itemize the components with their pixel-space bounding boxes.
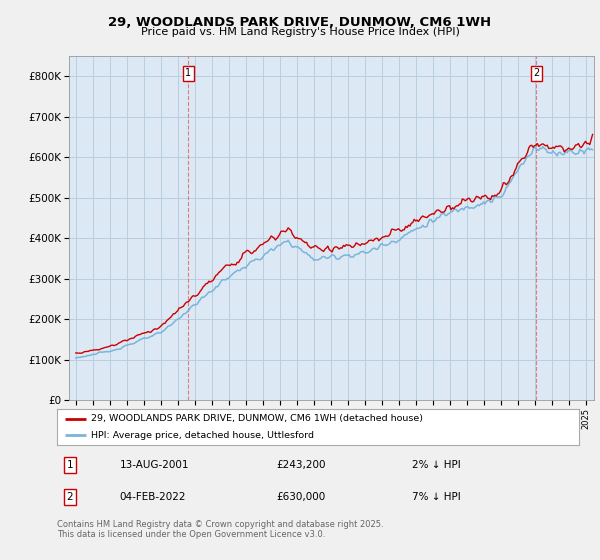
Text: 2: 2 — [533, 68, 539, 78]
Text: 13-AUG-2001: 13-AUG-2001 — [119, 460, 189, 470]
Text: HPI: Average price, detached house, Uttlesford: HPI: Average price, detached house, Uttl… — [91, 431, 314, 440]
Text: Price paid vs. HM Land Registry's House Price Index (HPI): Price paid vs. HM Land Registry's House … — [140, 27, 460, 37]
Text: 29, WOODLANDS PARK DRIVE, DUNMOW, CM6 1WH: 29, WOODLANDS PARK DRIVE, DUNMOW, CM6 1W… — [109, 16, 491, 29]
Text: 2: 2 — [67, 492, 73, 502]
Text: 1: 1 — [185, 68, 191, 78]
Text: Contains HM Land Registry data © Crown copyright and database right 2025.
This d: Contains HM Land Registry data © Crown c… — [57, 520, 383, 539]
Text: 7% ↓ HPI: 7% ↓ HPI — [412, 492, 461, 502]
Text: 29, WOODLANDS PARK DRIVE, DUNMOW, CM6 1WH (detached house): 29, WOODLANDS PARK DRIVE, DUNMOW, CM6 1W… — [91, 414, 423, 423]
Text: £630,000: £630,000 — [276, 492, 325, 502]
Text: £243,200: £243,200 — [276, 460, 326, 470]
Text: 1: 1 — [67, 460, 73, 470]
Text: 04-FEB-2022: 04-FEB-2022 — [119, 492, 186, 502]
Text: 2% ↓ HPI: 2% ↓ HPI — [412, 460, 461, 470]
